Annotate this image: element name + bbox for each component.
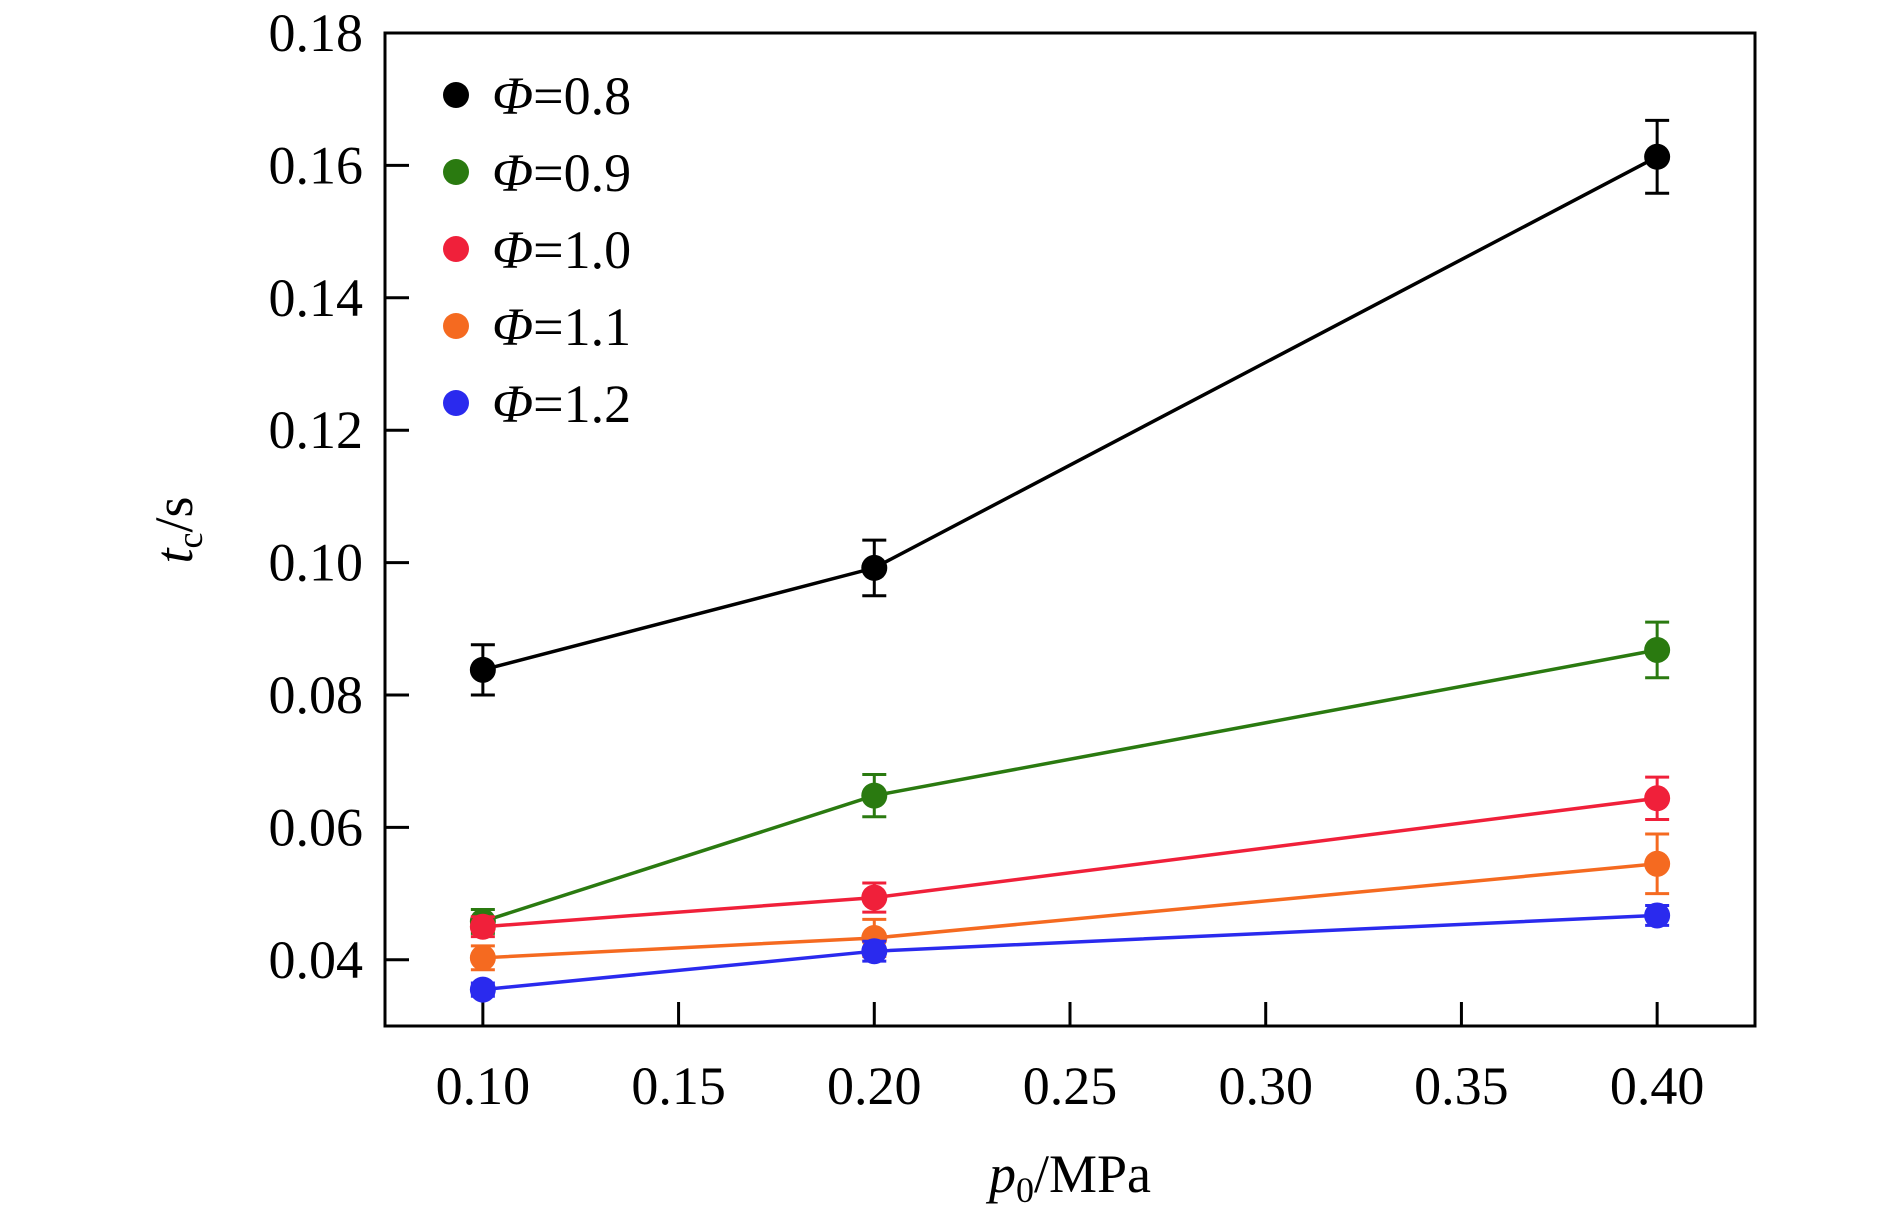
y-tick-label: 0.10 [269, 533, 364, 593]
x-tick-label: 0.40 [1610, 1056, 1705, 1116]
legend-label: Φ=1.0 [492, 220, 631, 280]
data-point [469, 913, 496, 940]
legend-label: Φ=1.1 [492, 297, 631, 357]
data-point [861, 782, 888, 809]
legend-label: Φ=1.2 [492, 374, 631, 434]
series-layer [469, 118, 1671, 1003]
series-group [469, 775, 1671, 940]
series-line [482, 155, 1658, 672]
x-tick-label: 0.35 [1414, 1056, 1509, 1116]
legend: Φ=0.8 Φ=0.9 Φ=1.0 Φ=1.1 Φ=1.2 [443, 66, 631, 434]
series-group [469, 620, 1671, 935]
x-axis-title: p0/MPa [985, 1144, 1151, 1210]
data-point [1644, 850, 1671, 877]
series-group [469, 118, 1671, 697]
series-group [469, 832, 1671, 972]
legend-marker [443, 159, 469, 185]
data-point [1644, 143, 1671, 170]
data-point [469, 944, 496, 971]
x-tick-label: 0.15 [631, 1056, 726, 1116]
x-tick-label: 0.25 [1023, 1056, 1118, 1116]
series-line [482, 913, 1658, 992]
data-point [861, 938, 888, 965]
legend-marker [443, 236, 469, 262]
ticks: 0.10 0.15 0.20 0.25 0.30 0.35 0.40 0.04 0.06 0.08… [269, 3, 1705, 1116]
y-tick-label: 0.14 [269, 268, 364, 328]
data-point [861, 554, 888, 581]
data-point [1644, 785, 1671, 812]
legend-marker [443, 82, 469, 108]
x-tick-label: 0.10 [436, 1056, 531, 1116]
y-tick-label: 0.08 [269, 665, 364, 725]
y-tick-label: 0.16 [269, 135, 364, 195]
legend-item: Φ=1.1 [443, 297, 631, 357]
data-point [861, 884, 888, 911]
legend-item: Φ=1.2 [443, 374, 631, 434]
series-line [482, 796, 1658, 929]
legend-marker [443, 313, 469, 339]
y-tick-label: 0.04 [269, 930, 364, 990]
x-tick-label: 0.20 [827, 1056, 922, 1116]
data-point [469, 656, 496, 683]
x-tick-label: 0.30 [1218, 1056, 1313, 1116]
data-point [469, 976, 496, 1003]
data-point [1644, 636, 1671, 663]
y-axis-title: tc/s [144, 496, 210, 563]
data-point [1644, 902, 1671, 929]
legend-item: Φ=1.0 [443, 220, 631, 280]
y-tick-label: 0.18 [269, 3, 364, 63]
legend-marker [443, 390, 469, 416]
legend-item: Φ=0.8 [443, 66, 631, 126]
legend-label: Φ=0.9 [492, 143, 631, 203]
legend-label: Φ=0.8 [492, 66, 631, 126]
series-group [469, 902, 1671, 1003]
legend-item: Φ=0.9 [443, 143, 631, 203]
y-tick-label: 0.12 [269, 400, 364, 460]
y-tick-label: 0.06 [269, 797, 364, 857]
